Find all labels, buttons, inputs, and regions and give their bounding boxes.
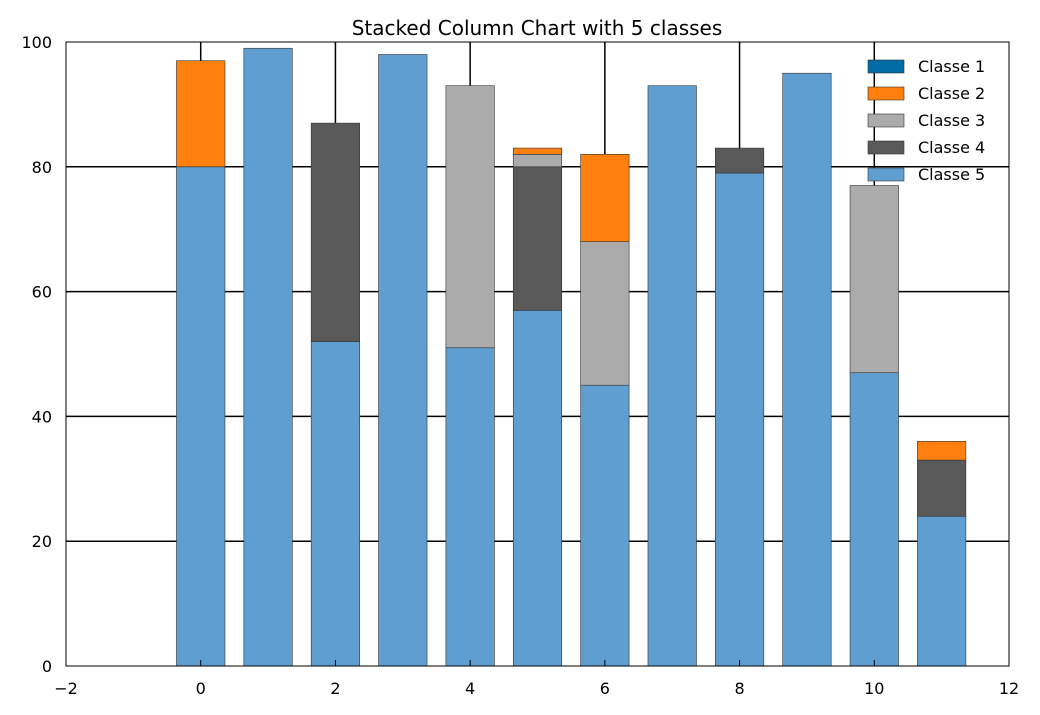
bar-segment-classe-5 — [782, 72, 832, 667]
legend-label: Classe 1 — [918, 57, 985, 76]
legend-item: Classe 2 — [867, 84, 985, 103]
x-tick-label: 12 — [999, 679, 1019, 698]
bar-segment-classe-3 — [580, 241, 630, 386]
bar-segment-classe-5 — [917, 515, 967, 667]
bar-segment-classe-3 — [849, 185, 899, 374]
bars — [176, 47, 967, 667]
legend-item: Classe 1 — [867, 57, 985, 76]
bar-segment-classe-5 — [715, 172, 765, 667]
bar-segment-classe-5 — [512, 310, 563, 667]
x-tick-label: 4 — [465, 679, 475, 698]
y-tick-label: 40 — [32, 407, 52, 426]
bar-segment-classe-2 — [580, 154, 630, 242]
x-axis: −2 0 2 4 6 8 10 12 — [54, 660, 1019, 698]
y-tick-label: 80 — [32, 158, 52, 177]
legend-label: Classe 3 — [918, 111, 985, 130]
y-tick-label: 20 — [32, 532, 52, 551]
x-tick-label: 10 — [864, 679, 884, 698]
chart-title: Stacked Column Chart with 5 classes — [352, 16, 723, 40]
bar-segment-classe-3 — [512, 154, 563, 168]
x-tick-label: 6 — [600, 679, 610, 698]
y-axis: 0 20 40 60 80 100 — [21, 33, 72, 676]
legend-swatch — [867, 86, 905, 101]
x-tick-label: −2 — [54, 679, 78, 698]
legend-item: Classe 3 — [867, 111, 985, 130]
bar-segment-classe-5 — [647, 85, 697, 667]
legend-swatch — [867, 59, 905, 74]
bar-segment-classe-5 — [580, 384, 630, 667]
bar-segment-classe-5 — [310, 341, 360, 667]
legend: Classe 1 Classe 2 Classe 3 Classe 4 Classe 5 — [867, 57, 985, 184]
y-tick-label: 0 — [42, 657, 52, 676]
bar-segment-classe-5 — [378, 54, 428, 667]
legend-label: Classe 2 — [918, 84, 985, 103]
legend-label: Classe 4 — [918, 138, 985, 157]
bar-segment-classe-4 — [512, 166, 563, 311]
x-tick-label: 8 — [734, 679, 744, 698]
bar-segment-classe-2 — [512, 147, 563, 155]
bar-segment-classe-2 — [176, 60, 226, 168]
legend-label: Classe 5 — [918, 165, 985, 184]
bar-segment-classe-5 — [445, 347, 495, 667]
bar-segment-classe-2 — [917, 441, 967, 461]
y-tick-label: 60 — [32, 283, 52, 302]
bar-segment-classe-3 — [445, 85, 495, 349]
x-tick-label: 0 — [196, 679, 206, 698]
bar-segment-classe-5 — [849, 372, 899, 667]
plot-frame — [65, 41, 1010, 667]
bar-segment-classe-4 — [917, 459, 967, 517]
legend-swatch — [867, 140, 905, 155]
legend-swatch — [867, 167, 905, 182]
legend-swatch — [867, 113, 905, 128]
legend-item: Classe 5 — [867, 165, 985, 184]
bar-segment-classe-4 — [715, 147, 765, 174]
y-tick-label: 100 — [21, 33, 52, 52]
bar-segment-classe-5 — [176, 166, 226, 667]
x-tick-label: 2 — [330, 679, 340, 698]
bar-segment-classe-5 — [243, 47, 293, 667]
bar-segment-classe-4 — [310, 122, 360, 342]
legend-item: Classe 4 — [867, 138, 985, 157]
